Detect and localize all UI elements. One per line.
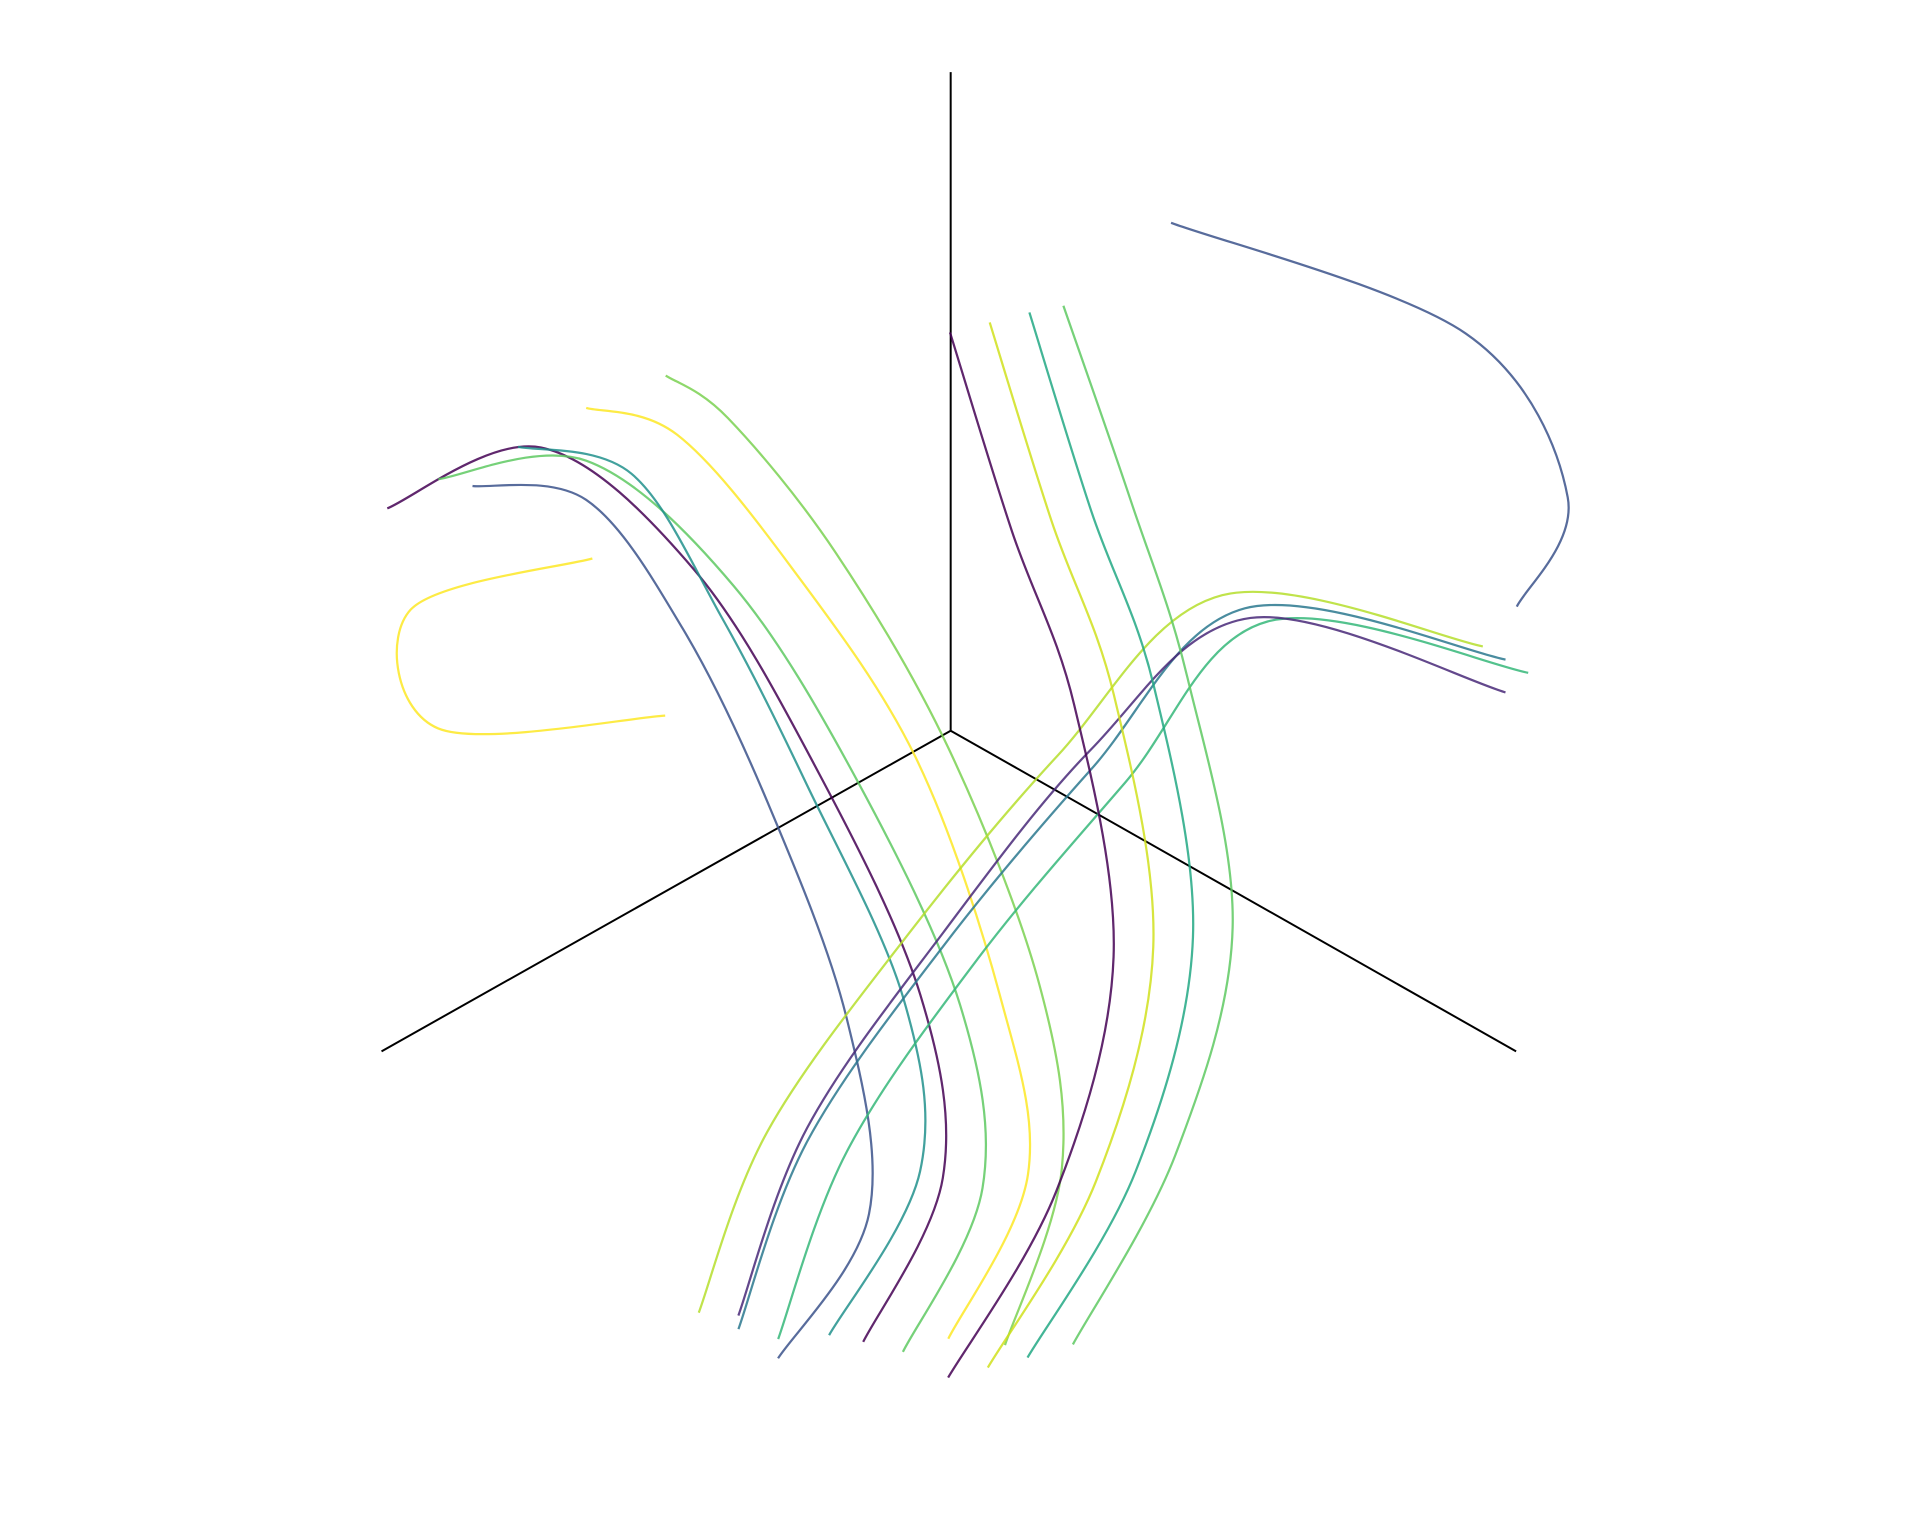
trajectories (386, 221, 1570, 1379)
trajectory (697, 590, 1484, 1314)
trajectory (472, 483, 874, 1359)
trajectory (1026, 312, 1195, 1359)
trajectory (777, 617, 1529, 1340)
trajectory (1170, 221, 1570, 608)
x-axis (381, 729, 952, 1053)
trajectory (395, 557, 666, 736)
trajectory (737, 615, 1506, 1316)
trajectory (585, 406, 1032, 1340)
trajectory (386, 445, 948, 1343)
trajectory (517, 445, 927, 1336)
trajectory (986, 322, 1155, 1369)
trajectory (665, 374, 1065, 1346)
trajectory (1062, 305, 1234, 1345)
y-axis (950, 729, 1517, 1053)
trajectory (947, 332, 1115, 1379)
trajectory (438, 454, 988, 1353)
axes (381, 72, 1517, 1053)
trajectory (737, 603, 1506, 1330)
